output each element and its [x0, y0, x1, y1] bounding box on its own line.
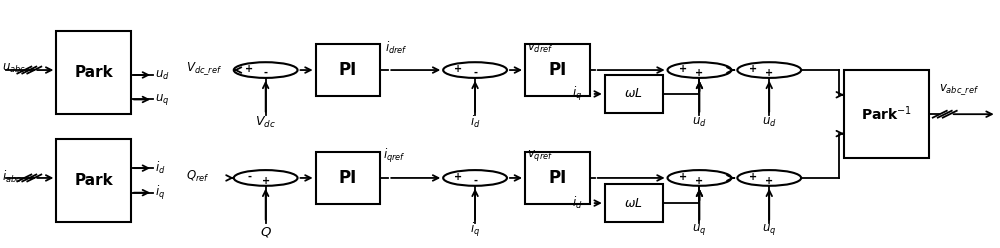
Text: +: + [765, 176, 773, 186]
Text: PI: PI [548, 61, 566, 79]
FancyBboxPatch shape [525, 152, 590, 204]
Text: $i_{dref}$: $i_{dref}$ [385, 40, 408, 56]
Text: PI: PI [339, 169, 357, 187]
Text: $i_{qref}$: $i_{qref}$ [383, 147, 406, 165]
FancyBboxPatch shape [316, 152, 380, 204]
Text: -: - [473, 68, 477, 78]
Text: $u_d$: $u_d$ [155, 68, 170, 82]
Text: +: + [454, 172, 463, 182]
Text: +: + [695, 68, 704, 78]
Text: Park: Park [74, 65, 113, 80]
Circle shape [234, 170, 298, 186]
FancyBboxPatch shape [844, 70, 929, 158]
FancyBboxPatch shape [56, 31, 131, 114]
Text: $u_d$: $u_d$ [762, 116, 777, 129]
Text: Park: Park [74, 173, 113, 188]
Text: $u_q$: $u_q$ [762, 222, 776, 237]
Text: -: - [264, 68, 268, 78]
Text: $v_{dref}$: $v_{dref}$ [527, 41, 553, 55]
Text: $V_{dc\_ref}$: $V_{dc\_ref}$ [186, 61, 222, 77]
FancyBboxPatch shape [605, 184, 663, 222]
Text: $\omega L$: $\omega L$ [624, 197, 643, 210]
Text: $i_d$: $i_d$ [155, 160, 166, 176]
Text: $u_d$: $u_d$ [692, 116, 707, 129]
Text: +: + [679, 172, 687, 182]
FancyBboxPatch shape [525, 44, 590, 96]
Text: $V_{dc}$: $V_{dc}$ [255, 115, 276, 130]
Circle shape [737, 170, 801, 186]
Text: +: + [262, 176, 270, 186]
Text: +: + [695, 176, 704, 186]
Text: Park$^{-1}$: Park$^{-1}$ [861, 105, 912, 124]
Circle shape [443, 170, 507, 186]
Text: +: + [749, 172, 757, 182]
Text: $i_d$: $i_d$ [572, 195, 582, 211]
Text: +: + [679, 64, 687, 74]
Text: $v_{abc\_ref}$: $v_{abc\_ref}$ [939, 82, 979, 97]
Text: $Q_{ref}$: $Q_{ref}$ [186, 169, 210, 184]
Text: $Q$: $Q$ [260, 225, 272, 239]
Text: +: + [765, 68, 773, 78]
Text: +: + [245, 64, 253, 74]
Text: PI: PI [548, 169, 566, 187]
Circle shape [668, 62, 731, 78]
Circle shape [443, 62, 507, 78]
Text: -: - [247, 172, 251, 182]
Text: $i_q$: $i_q$ [572, 85, 582, 103]
Circle shape [668, 170, 731, 186]
Text: $u_{abc}$: $u_{abc}$ [2, 62, 27, 75]
Text: $v_{qref}$: $v_{qref}$ [527, 148, 553, 163]
Text: +: + [749, 64, 757, 74]
Circle shape [737, 62, 801, 78]
Text: $u_q$: $u_q$ [155, 92, 169, 107]
Text: $i_d$: $i_d$ [470, 114, 480, 130]
Text: $u_q$: $u_q$ [692, 222, 707, 237]
FancyBboxPatch shape [56, 139, 131, 222]
Text: $\omega L$: $\omega L$ [624, 88, 643, 100]
Text: $i_{abc}$: $i_{abc}$ [2, 169, 22, 185]
FancyBboxPatch shape [605, 75, 663, 113]
Text: +: + [454, 64, 463, 74]
Text: PI: PI [339, 61, 357, 79]
Text: -: - [473, 176, 477, 186]
FancyBboxPatch shape [316, 44, 380, 96]
Text: $i_q$: $i_q$ [470, 221, 480, 239]
Circle shape [234, 62, 298, 78]
Text: $i_q$: $i_q$ [155, 184, 165, 202]
